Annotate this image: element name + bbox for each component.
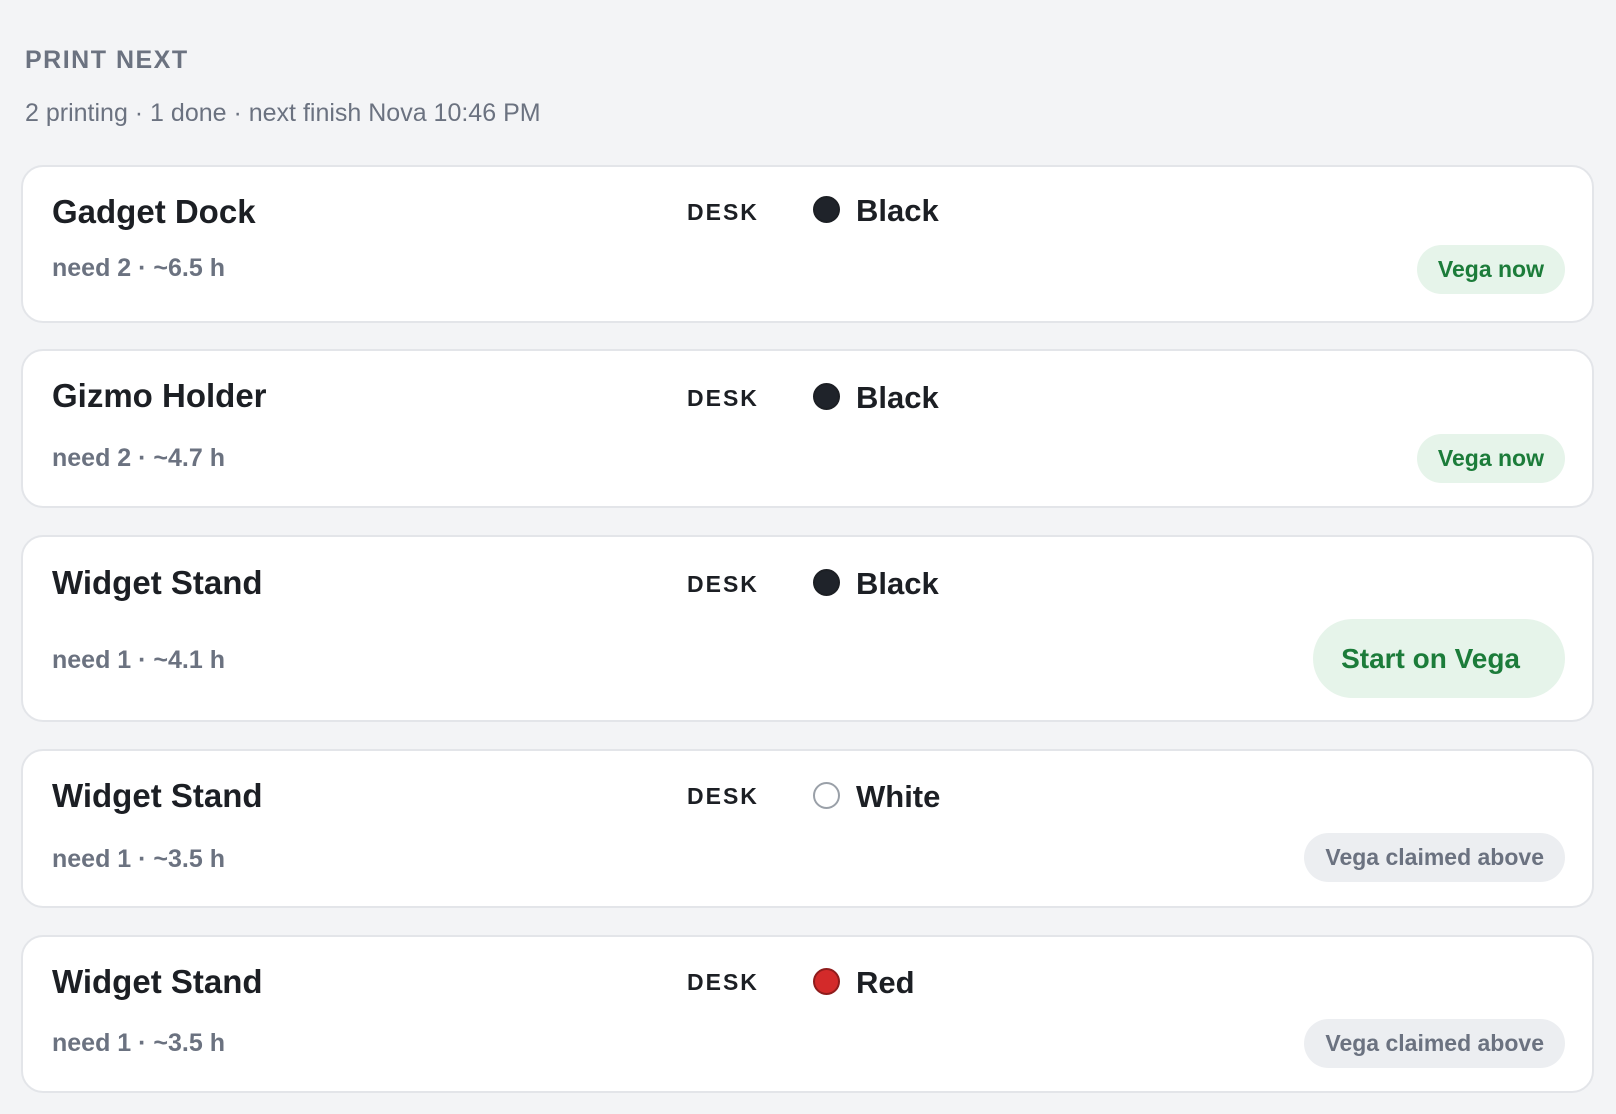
job-name: Gizmo Holder [52,377,267,414]
job-detail: need 1 · ~3.5 h [52,845,225,873]
color-swatch [813,569,840,596]
job-card: Gizmo Holder DESK Black need 2 · ~4.7 h … [21,349,1594,508]
job-name: Gadget Dock [52,193,256,230]
job-detail: need 1 · ~3.5 h [52,1029,225,1057]
job-card: Gadget Dock DESK Black need 2 · ~6.5 h V… [21,165,1594,323]
job-name: Widget Stand [52,777,263,814]
color-name: Black [856,566,939,601]
color-swatch [813,383,840,410]
start-button[interactable]: Start on Vega [1313,619,1565,698]
color-swatch [813,782,840,809]
job-location: DESK [687,969,759,995]
color-name: Black [856,380,939,415]
job-location: DESK [687,571,759,597]
job-location: DESK [687,199,759,225]
job-card: Widget Stand DESK White need 1 · ~3.5 h … [21,749,1594,908]
status-pill: Vega now [1416,245,1565,294]
status-pill: Vega now [1416,434,1565,483]
status-pill: Vega claimed above [1304,833,1565,882]
job-location: DESK [687,385,759,411]
section-subtitle: 2 printing · 1 done · next finish Nova 1… [25,99,541,127]
color-swatch [813,968,840,995]
job-detail: need 2 · ~6.5 h [52,254,225,282]
job-detail: need 2 · ~4.7 h [52,444,225,472]
job-name: Widget Stand [52,564,263,601]
color-swatch [813,196,840,223]
color-name: White [856,779,941,814]
job-card: Widget Stand DESK Red need 1 · ~3.5 h Ve… [21,935,1594,1093]
job-location: DESK [687,783,759,809]
color-name: Red [856,965,915,1000]
status-pill: Vega claimed above [1304,1019,1565,1068]
job-name: Widget Stand [52,963,263,1000]
section-title: PRINT NEXT [25,46,189,74]
color-name: Black [856,193,939,228]
job-card: Widget Stand DESK Black need 1 · ~4.1 h … [21,535,1594,722]
job-detail: need 1 · ~4.1 h [52,646,225,674]
